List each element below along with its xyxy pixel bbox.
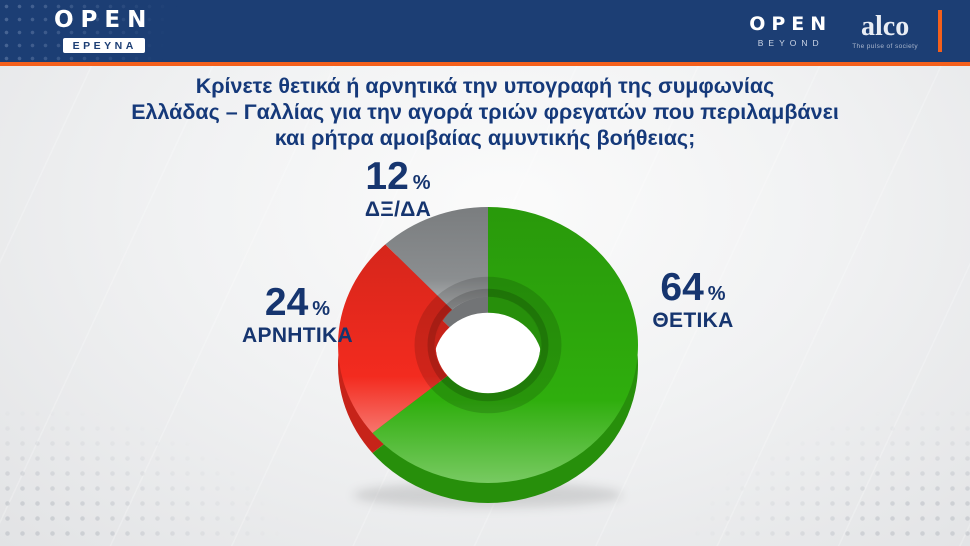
slice-value-dxda: 12%: [323, 157, 473, 196]
slice-category-thetika: ΘΕΤΙΚΑ: [652, 309, 734, 332]
header-right-logos: OPEN BEYOND alco The pulse of society: [749, 10, 942, 52]
percent-sign: %: [312, 298, 331, 320]
alco-tagline: The pulse of society: [852, 42, 918, 50]
percent-sign: %: [707, 283, 726, 305]
percent-number: 24: [264, 281, 309, 324]
header-accent-line: [0, 62, 970, 66]
slice-value-thetika: 64%: [608, 268, 778, 307]
slice-label-arnitika: 24% ΑΡΝΗΤΙΚΑ: [210, 283, 385, 346]
open-beyond-subtitle: BEYOND: [757, 37, 824, 48]
ereyna-badge: ΕΡΕΥΝΑ: [62, 37, 145, 53]
header-accent-bar: [938, 10, 942, 52]
open-beyond-logo: OPEN BEYOND: [749, 12, 833, 48]
alco-logo: alco The pulse of society: [852, 10, 918, 50]
open-logo: OPEN: [54, 6, 154, 33]
percent-number: 12: [365, 155, 409, 198]
dot-pattern-bottom-right: [690, 406, 970, 546]
question-line-2: Ελλάδας – Γαλλίας για την αγορά τριών φρ…: [131, 100, 839, 125]
alco-wordmark: alco: [860, 10, 910, 42]
header-bar: OPEN ΕΡΕΥΝΑ OPEN BEYOND alco The pulse o…: [0, 0, 970, 62]
poll-question: Κρίνετε θετικά ή αρνητικά την υπογραφή τ…: [0, 73, 970, 152]
percent-sign: %: [412, 172, 431, 194]
open-ereyna-logo: OPEN ΕΡΕΥΝΑ: [54, 6, 154, 54]
open-beyond-wordmark: OPEN: [749, 12, 833, 35]
slice-category-dxda: ΔΞ/ΔΑ: [364, 198, 432, 221]
donut-chart: 64% ΘΕΤΙΚΑ 24% ΑΡΝΗΤΙΚΑ 12% ΔΞ/ΔΑ: [0, 145, 970, 546]
percent-number: 64: [660, 266, 704, 309]
slice-label-dxda: 12% ΔΞ/ΔΑ: [323, 157, 473, 220]
slice-label-thetika: 64% ΘΕΤΙΚΑ: [608, 268, 778, 331]
slice-category-arnitika: ΑΡΝΗΤΙΚΑ: [242, 324, 353, 347]
question-line-3: και ρήτρα αμοιβαίας αμυντικής βοήθειας;: [274, 126, 696, 151]
question-line-1: Κρίνετε θετικά ή αρνητικά την υπογραφή τ…: [195, 74, 775, 98]
slice-value-arnitika: 24%: [210, 283, 385, 322]
donut-chart-canvas: [337, 207, 639, 508]
dot-pattern-bottom-left: [0, 406, 280, 546]
